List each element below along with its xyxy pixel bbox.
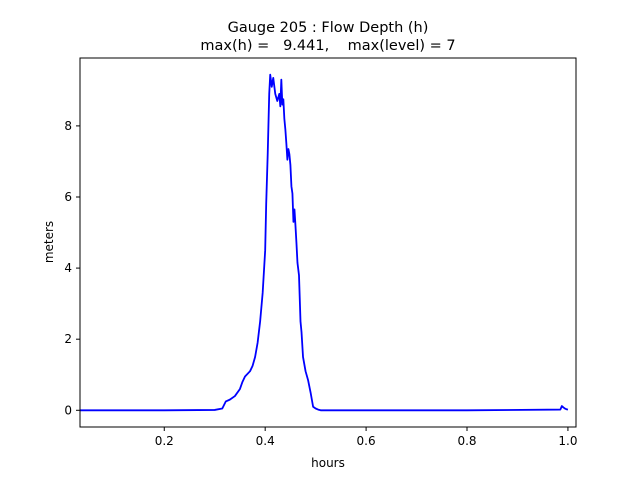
y-axis-ticks: 0 2 4 6 8 (64, 119, 80, 417)
x-tick-label: 0.8 (457, 434, 476, 448)
x-tick-label: 0.6 (357, 434, 376, 448)
y-tick-label: 2 (64, 332, 72, 346)
plot-frame (79, 57, 577, 428)
y-tick-label: 4 (64, 261, 72, 275)
x-axis-ticks: 0.2 0.4 0.6 0.8 1.0 (155, 427, 577, 448)
x-tick-label: 0.2 (155, 434, 174, 448)
series-line-flow-depth (80, 73, 569, 412)
x-tick-label: 0.4 (256, 434, 275, 448)
y-tick-label: 6 (64, 190, 72, 204)
chart-title-line1: Gauge 205 : Flow Depth (h) (228, 20, 429, 36)
chart-title-line2: max(h) = 9.441, max(level) = 7 (200, 38, 455, 54)
y-tick-label: 8 (64, 119, 72, 133)
x-axis-label: hours (311, 456, 345, 470)
x-tick-label: 1.0 (558, 434, 577, 448)
y-tick-label: 0 (64, 403, 72, 417)
plot-area (80, 58, 576, 427)
y-axis-label: meters (42, 221, 56, 263)
